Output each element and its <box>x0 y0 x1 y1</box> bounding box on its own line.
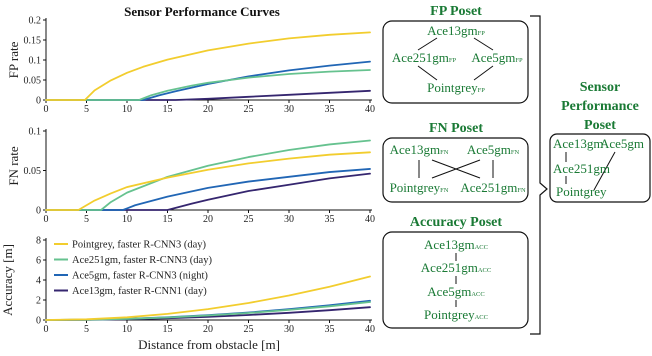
fp-rate-x-tick-label: 40 <box>365 104 375 115</box>
fp-rate-y-tick-label: 0.15 <box>24 36 42 47</box>
fp-poset-box <box>382 20 529 104</box>
fn-rate-x-tick-label: 25 <box>244 214 254 225</box>
accuracy-panel: 0 5 10 15 20 25 30 35 40 0 2 4 6 8 <box>36 236 375 336</box>
fp-rate-x-tick-label: 20 <box>203 104 213 115</box>
fp-rate-y-tick-label: 0.2 <box>29 16 42 27</box>
fp-rate-x-tick-label: 15 <box>163 104 173 115</box>
accuracy-x-tick-label: 15 <box>163 324 173 335</box>
fp-poset-edges <box>417 37 494 81</box>
sensor-node-ace13gm: Ace13gm <box>553 136 604 151</box>
fp-rate-x-tick-label: 25 <box>244 104 254 115</box>
acc-node-ace5gm: Ace5gmACC <box>427 284 484 299</box>
sensor-poset-title-line3: Poset <box>584 118 616 133</box>
fn-rate-x-tick-label: 40 <box>365 214 375 225</box>
fp-rate-panel: 0 5 10 15 20 25 30 35 40 0 0.05 0.1 0.15 0.2 <box>24 16 376 116</box>
sensor-node-ace5gm: Ace5gm <box>600 136 644 151</box>
accuracy-series-pointgrey <box>45 275 371 321</box>
chart-legend: Pointgrey, faster R-CNN3 (day) Ace251gm,… <box>54 240 212 297</box>
distance-axis-label: Distance from obstacle [m] <box>138 337 280 352</box>
legend-label-ace251gm: Ace251gm, faster R-CNN3 (day) <box>72 255 212 266</box>
fp-rate-axis-label: FP rate <box>6 41 21 78</box>
accuracy-x-tick-label: 10 <box>122 324 132 335</box>
accuracy-x-tick-label: 35 <box>325 324 335 335</box>
fn-rate-x-tick-label: 30 <box>284 214 294 225</box>
fn-rate-axis-label: FN rate <box>6 146 21 186</box>
fp-poset-title: FP Poset <box>430 4 482 19</box>
accuracy-x-tick-label: 5 <box>84 324 89 335</box>
accuracy-x-tick-label: 20 <box>203 324 213 335</box>
accuracy-x-tick-label: 0 <box>44 324 49 335</box>
fn-rate-series-ace5gm <box>45 168 371 211</box>
sensor-node-pointgrey: Pointgrey <box>556 184 607 199</box>
accuracy-poset-title: Accuracy Poset <box>410 215 502 230</box>
accuracy-y-tick-label: 2 <box>36 296 41 307</box>
fp-rate-x-tick-label: 30 <box>284 104 294 115</box>
fn-rate-x-tick-label: 35 <box>325 214 335 225</box>
fp-rate-x-tick-label: 5 <box>84 104 89 115</box>
acc-node-ace251gm: Ace251gmACC <box>421 260 491 275</box>
sensor-poset-edges <box>565 151 616 191</box>
fp-rate-x-tick-label: 35 <box>325 104 335 115</box>
fn-node-ace13gm: Ace13gmFN <box>390 142 449 157</box>
sensor-node-ace251gm: Ace251gm <box>553 161 610 176</box>
fp-rate-y-tick-label: 0 <box>36 96 41 107</box>
fn-rate-series-pointgrey <box>45 151 371 211</box>
fp-node-pointgrey: PointgreyFP <box>427 80 485 95</box>
legend-label-ace13gm: Ace13gm, faster R-CNN1 (day) <box>72 286 207 297</box>
accuracy-y-tick-label: 4 <box>36 276 41 287</box>
fn-poset-title: FN Poset <box>429 121 483 136</box>
accuracy-y-tick-label: 6 <box>36 256 41 267</box>
accuracy-x-tick-label: 40 <box>365 324 375 335</box>
fn-rate-y-tick-label: 0 <box>36 206 41 217</box>
fn-node-ace5gm: Ace5gmFN <box>467 142 520 157</box>
fp-rate-series-ace13gm <box>45 89 371 101</box>
accuracy-x-tick-label: 30 <box>284 324 294 335</box>
fp-rate-y-tick-label: 0.05 <box>24 76 42 87</box>
accuracy-y-tick-label: 0 <box>36 316 41 327</box>
grouping-brace <box>530 15 548 335</box>
fn-node-ace251gm: Ace251gmFN <box>460 180 526 195</box>
fn-rate-x-tick-label: 0 <box>44 214 49 225</box>
legend-label-pointgrey: Pointgrey, faster R-CNN3 (day) <box>72 240 207 251</box>
accuracy-poset-box <box>382 231 529 329</box>
legend-label-ace5gm: Ace5gm, faster R-CNN3 (night) <box>72 271 208 282</box>
fn-rate-series-ace13gm <box>45 172 371 211</box>
fn-rate-x-tick-label: 10 <box>122 214 132 225</box>
fn-rate-y-tick-label: 0.1 <box>29 127 42 138</box>
sensor-poset-title-line1: Sensor <box>580 80 620 95</box>
fp-rate-x-tick-label: 0 <box>44 104 49 115</box>
fp-node-ace251gm: Ace251gmFP <box>392 50 457 65</box>
fp-rate-y-tick-label: 0.1 <box>29 56 42 67</box>
fp-node-ace13gm: Ace13gmFP <box>427 23 485 38</box>
acc-node-ace13gm: Ace13gmACC <box>424 237 488 252</box>
fp-rate-series-ace5gm <box>45 60 371 101</box>
accuracy-axis-label: Accuracy [m] <box>0 244 15 316</box>
sensor-poset-box <box>549 133 651 203</box>
fn-poset-box <box>382 137 529 203</box>
fp-rate-x-tick-label: 10 <box>122 104 132 115</box>
fn-rate-panel: 0 5 10 15 20 25 30 35 40 0 0.05 0.1 <box>24 127 376 226</box>
fn-poset-edges <box>418 159 494 179</box>
accuracy-x-tick-label: 25 <box>244 324 254 335</box>
fn-rate-y-tick-label: 0.05 <box>24 166 42 177</box>
accuracy-y-tick-label: 8 <box>36 236 41 247</box>
fn-rate-series-ace251gm <box>45 139 371 211</box>
chart-title: Sensor Performance Curves <box>124 4 280 19</box>
fp-rate-series-ace251gm <box>45 69 371 101</box>
sensor-poset-title-line2: Performance <box>561 99 639 114</box>
fn-node-pointgrey: PointgreyFN <box>390 180 449 195</box>
fn-rate-x-tick-label: 5 <box>84 214 89 225</box>
fp-node-ace5gm: Ace5gmFP <box>471 50 523 65</box>
acc-node-pointgrey: PointgreyACC <box>424 307 488 322</box>
fp-rate-series-pointgrey <box>45 31 371 101</box>
fn-rate-x-tick-label: 20 <box>203 214 213 225</box>
fn-rate-x-tick-label: 15 <box>163 214 173 225</box>
